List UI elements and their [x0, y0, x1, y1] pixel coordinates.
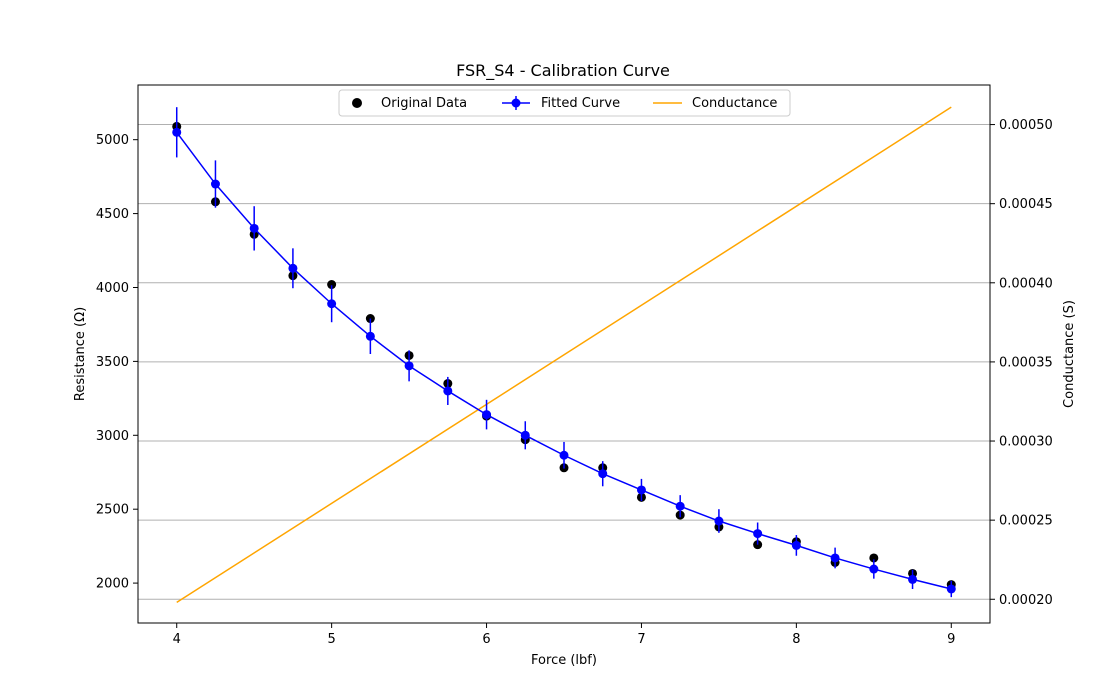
- fitted-curve-point: [946, 584, 956, 594]
- y2-tick-label: 0.00040: [999, 276, 1053, 291]
- fitted-curve-point: [869, 564, 879, 574]
- fitted-curve-point: [714, 516, 724, 526]
- y2-tick-label: 0.00050: [999, 118, 1053, 133]
- fitted-curve-point: [830, 553, 840, 563]
- fitted-curve-point: [327, 299, 337, 309]
- chart-title: FSR_S4 - Calibration Curve: [456, 61, 670, 81]
- legend-label-conductance: Conductance: [692, 96, 777, 111]
- conductance-line: [176, 106, 952, 604]
- y-tick-label: 4500: [96, 207, 129, 222]
- fitted-curve-point: [288, 263, 298, 273]
- legend-box: [338, 89, 791, 117]
- y2-axis-label: Conductance (S): [1062, 300, 1077, 408]
- x-tick-label: 8: [792, 632, 800, 647]
- axes: 4 5 6 7 8 9 2000 2500 3000 3500 4000 4500 5000 0.0002…: [96, 118, 1053, 647]
- fitted-curve-point: [443, 386, 453, 396]
- y-tick-label: 5000: [96, 133, 129, 148]
- fitted-curve-point: [908, 574, 918, 584]
- legend-marker-original-data: [352, 98, 362, 108]
- y2-tick-label: 0.00020: [999, 593, 1053, 608]
- fitted-curve-point: [249, 223, 259, 233]
- x-tick-label: 9: [947, 632, 955, 647]
- fitted-curve-point: [365, 331, 375, 341]
- fitted-curve-point: [404, 361, 414, 371]
- original-data-point: [327, 280, 337, 290]
- x-axis-label: Force (lbf): [531, 653, 597, 668]
- x-tick-label: 6: [482, 632, 490, 647]
- legend: Original Data Fitted Curve Conductance: [338, 89, 791, 117]
- legend-marker-fitted-curve: [511, 98, 521, 108]
- fitted-curve-point: [482, 410, 492, 420]
- grid-lines: [138, 124, 990, 600]
- y-tick-label: 2500: [96, 503, 129, 518]
- fitted-curve-point: [636, 485, 646, 495]
- legend-label-fitted-curve: Fitted Curve: [541, 96, 620, 111]
- fitted-curve-point: [753, 529, 763, 539]
- y-tick-label: 3000: [96, 429, 129, 444]
- x-tick-label: 5: [327, 632, 335, 647]
- y2-tick-label: 0.00045: [999, 197, 1053, 212]
- original-data-point: [869, 553, 879, 563]
- fitted-curve-point: [210, 179, 220, 189]
- y-axis-label: Resistance (Ω): [73, 307, 88, 401]
- fitted-curve-point: [559, 450, 569, 460]
- fitted-curve-point: [791, 540, 801, 550]
- fitted-curve-point: [675, 501, 685, 511]
- y-tick-label: 2000: [96, 577, 129, 592]
- plot-frame: [137, 84, 991, 624]
- y2-tick-label: 0.00035: [999, 355, 1053, 370]
- y-tick-label: 3500: [96, 355, 129, 370]
- x-tick-label: 4: [173, 632, 181, 647]
- fitted-curve-point: [172, 127, 182, 137]
- legend-label-original-data: Original Data: [381, 96, 467, 111]
- y-tick-label: 4000: [96, 281, 129, 296]
- fitted-curve-point: [520, 430, 530, 440]
- y2-tick-label: 0.00025: [999, 514, 1053, 529]
- plot-series: [172, 106, 956, 604]
- y2-tick-label: 0.00030: [999, 435, 1053, 450]
- x-tick-label: 7: [637, 632, 645, 647]
- fitted-curve-point: [598, 469, 608, 479]
